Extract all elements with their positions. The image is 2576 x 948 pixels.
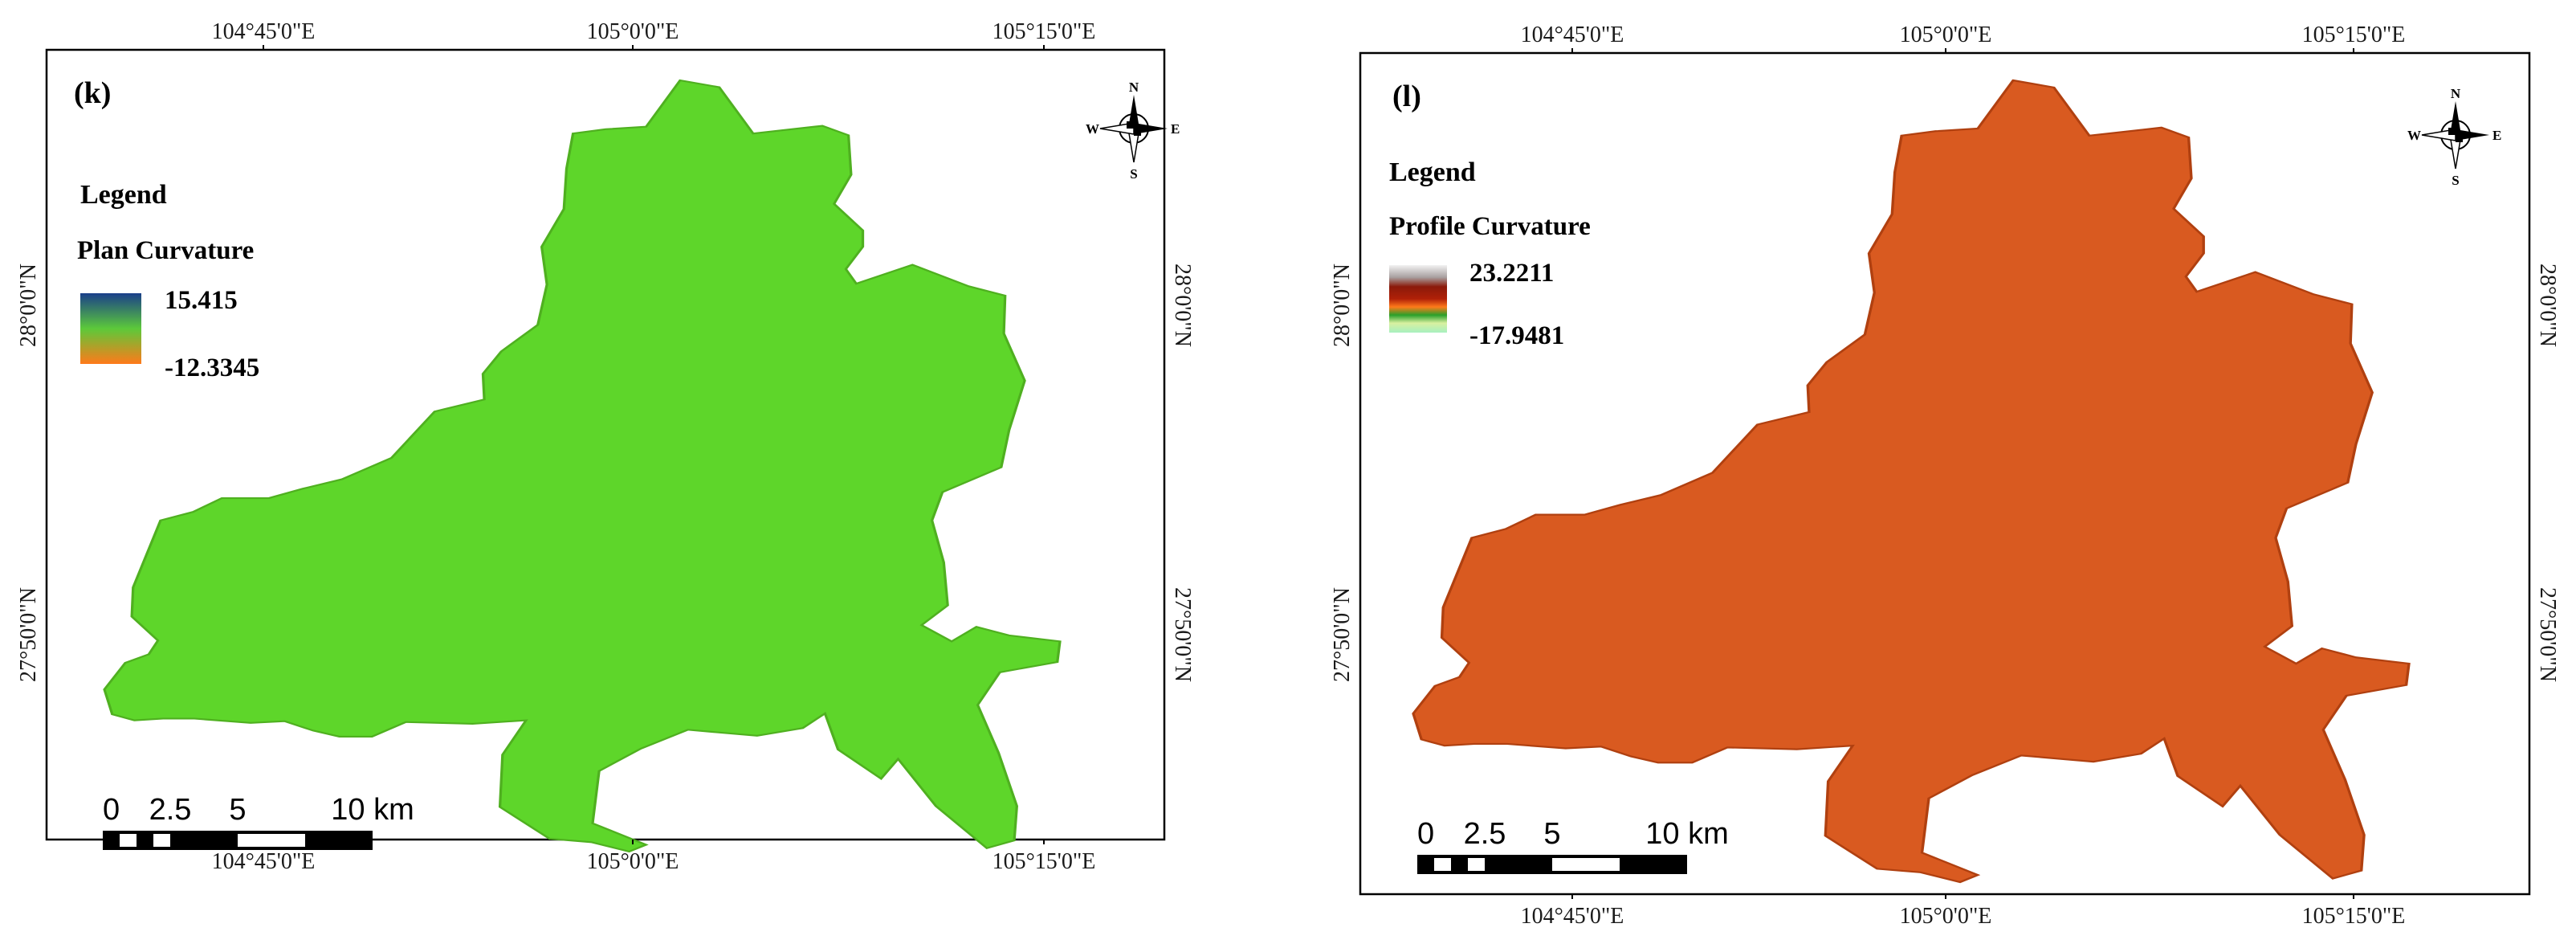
latitude-label-right: 27°50'0"N <box>1170 587 1195 682</box>
scale-bar-label: 0 <box>1417 817 1434 851</box>
longitude-label-bottom: 105°15'0"E <box>2302 904 2406 929</box>
longitude-label-top: 104°45'0"E <box>1521 22 1624 47</box>
latitude-label-right: 28°0'0"N <box>2535 264 2560 347</box>
compass-w: W <box>2407 128 2421 143</box>
scale-bar-label: 2.5 <box>1464 817 1506 851</box>
panel-k-plan-curvature-map: 104°45'0"E 104°45'0"E 105°0'0"E 105°0'0"E 10… <box>16 19 1195 874</box>
latitude-label-left: 27°50'0"N <box>16 587 41 682</box>
longitude-label-bottom: 104°45'0"E <box>212 849 316 874</box>
panel-l-profile-curvature-map: 104°45'0"E 104°45'0"E 105°0'0"E 105°0'0"E 10… <box>1330 22 2560 929</box>
scale-bar-label: 10 km <box>331 793 414 827</box>
longitude-label-top: 104°45'0"E <box>212 19 316 44</box>
compass-w: W <box>1086 121 1099 137</box>
legend-max-value: 15.415 <box>165 286 238 315</box>
legend-max-value: 23.2211 <box>1469 259 1554 288</box>
latitude-label-right: 28°0'0"N <box>1170 264 1195 347</box>
legend-color-ramp <box>80 293 141 364</box>
legend-min-value: -12.3345 <box>165 353 259 382</box>
latitude-label-left: 28°0'0"N <box>16 264 41 347</box>
legend-min-value: -17.9481 <box>1469 321 1564 350</box>
legend-color-ramp <box>1389 265 1447 333</box>
compass-s: S <box>1130 166 1137 182</box>
legend-title: Legend <box>80 180 167 210</box>
legend-subtitle: Plan Curvature <box>77 236 254 265</box>
scale-bar-label: 10 km <box>1645 817 1728 851</box>
longitude-label-top: 105°15'0"E <box>992 19 1096 44</box>
longitude-label-top: 105°0'0"E <box>1900 22 1992 47</box>
latitude-label-left: 28°0'0"N <box>1330 264 1355 347</box>
longitude-label-bottom: 105°0'0"E <box>587 849 679 874</box>
north-arrow-icon <box>1099 95 1168 163</box>
legend-title: Legend <box>1389 157 1476 187</box>
scale-bar <box>103 831 373 850</box>
scale-bar-label: 2.5 <box>149 793 192 827</box>
legend-subtitle: Profile Curvature <box>1389 212 1591 241</box>
panel-label: (k) <box>74 76 111 110</box>
scale-bar-label: 5 <box>229 793 246 827</box>
scale-bar-label: 5 <box>1543 817 1560 851</box>
panel-label: (l) <box>1392 80 1421 113</box>
scale-bar <box>1417 855 1687 874</box>
scale-bar-label: 0 <box>103 793 120 827</box>
compass-n: N <box>2451 86 2461 101</box>
longitude-label-top: 105°15'0"E <box>2302 22 2406 47</box>
longitude-label-bottom: 105°0'0"E <box>1900 904 1992 929</box>
latitude-label-right: 27°50'0"N <box>2535 587 2560 682</box>
compass-e: E <box>1171 121 1180 137</box>
compass-n: N <box>1129 80 1139 95</box>
latitude-label-left: 27°50'0"N <box>1330 587 1355 682</box>
longitude-label-bottom: 105°15'0"E <box>992 849 1096 874</box>
compass-s: S <box>2452 173 2459 188</box>
north-arrow-icon <box>2421 101 2489 170</box>
compass-e: E <box>2492 128 2501 143</box>
longitude-label-top: 105°0'0"E <box>587 19 679 44</box>
longitude-label-bottom: 104°45'0"E <box>1521 904 1624 929</box>
